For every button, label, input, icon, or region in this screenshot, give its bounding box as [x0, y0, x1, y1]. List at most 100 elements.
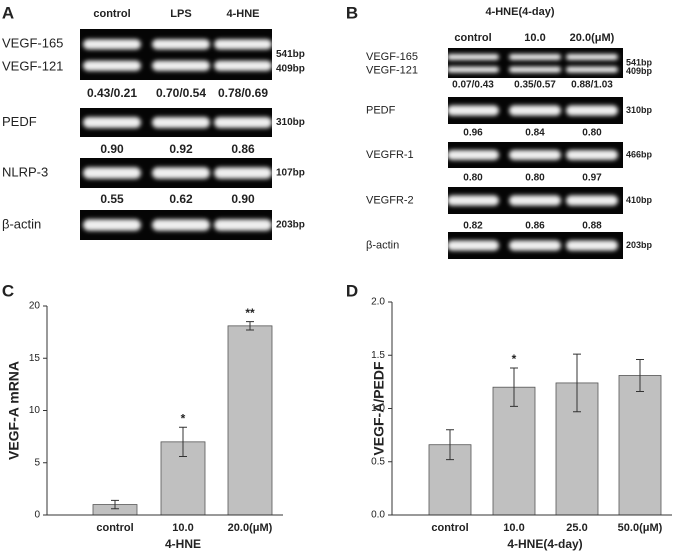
gene-name: β-actin	[2, 216, 41, 231]
gel-band	[446, 54, 500, 60]
y-tick-label: 5	[34, 457, 40, 468]
gel-band	[214, 116, 272, 129]
lane-label: 10.0	[524, 32, 545, 44]
x-tick-label: 20.0(μM)	[228, 522, 273, 534]
gel-band	[214, 39, 272, 50]
ratio-value: 0.90	[231, 192, 255, 206]
gel-band	[83, 167, 141, 179]
gel-band	[214, 167, 272, 179]
gel-band	[508, 66, 562, 73]
lane-label: control	[454, 32, 491, 44]
gel-band	[152, 167, 210, 179]
band-size: 310bp	[626, 105, 653, 115]
band-size: 203bp	[276, 220, 305, 231]
gel-band	[508, 240, 562, 251]
gene-name: VEGFR-1	[366, 149, 414, 161]
gel-band	[565, 240, 619, 251]
error-bar	[573, 353, 581, 413]
y-tick-label: 1.0	[371, 403, 385, 414]
ratio-value: 0.55	[100, 192, 124, 206]
band-size: 409bp	[276, 63, 305, 74]
band-size: 107bp	[276, 168, 305, 179]
lane-label: 20.0(μM)	[570, 32, 615, 44]
gel-image	[448, 48, 623, 78]
gene-name: NLRP-3	[2, 164, 48, 179]
y-axis-label: VEGF-A mRNA	[6, 361, 22, 460]
panel-label: A	[2, 3, 14, 22]
significance-mark: *	[512, 352, 517, 366]
gel-band	[565, 54, 619, 60]
gel-band	[152, 116, 210, 129]
panel-label: C	[2, 281, 14, 300]
error-bar	[179, 426, 187, 457]
band-size: 310bp	[276, 117, 305, 128]
gel-band	[508, 150, 562, 160]
y-tick-label: 0	[34, 510, 40, 521]
x-axis-label: 4-HNE	[165, 537, 201, 551]
error-bar	[246, 321, 254, 331]
ratio-value: 0.88/1.03	[571, 80, 613, 91]
x-tick-label: control	[96, 522, 133, 534]
significance-mark: **	[245, 306, 255, 320]
gel-band	[446, 66, 500, 73]
gene-name: VEGF-121	[366, 64, 418, 76]
lane-label: LPS	[170, 8, 191, 20]
gel-image	[80, 29, 272, 80]
gel-band	[565, 105, 619, 116]
band-size: 541bp	[626, 57, 653, 67]
ratio-value: 0.62	[169, 192, 193, 206]
ratio-value: 0.80	[463, 173, 483, 184]
band-size: 410bp	[626, 195, 653, 205]
error-bar	[446, 429, 454, 461]
gene-name: PEDF	[2, 114, 37, 129]
gel-band	[508, 54, 562, 60]
gel-band	[508, 195, 562, 206]
gene-name: VEGF-165	[366, 51, 418, 63]
ratio-value: 0.07/0.43	[452, 80, 494, 91]
error-bar	[636, 359, 644, 392]
gel-band	[83, 39, 141, 50]
ratio-value: 0.80	[582, 128, 602, 139]
gel-band	[152, 60, 210, 71]
x-tick-label: 50.0(μM)	[618, 522, 663, 534]
gene-name: VEGF-121	[2, 59, 63, 74]
gel-band	[508, 105, 562, 116]
bar	[227, 325, 273, 516]
band-size: 409bp	[626, 66, 653, 76]
gene-name: PEDF	[366, 104, 396, 116]
ratio-value: 0.90	[100, 142, 124, 156]
ratio-value: 0.92	[169, 142, 193, 156]
x-tick-label: control	[431, 522, 468, 534]
y-tick-label: 10	[29, 405, 41, 416]
x-tick-label: 10.0	[172, 522, 193, 534]
gel-band	[446, 150, 500, 160]
y-tick-label: 1.5	[371, 350, 385, 361]
gel-band	[446, 105, 500, 116]
gel-band	[565, 150, 619, 160]
panel-label: D	[346, 281, 358, 300]
gel-band	[83, 219, 141, 231]
band-size: 541bp	[276, 49, 305, 60]
gene-name: β-actin	[366, 239, 399, 251]
x-tick-label: 25.0	[566, 522, 587, 534]
lane-label: control	[93, 8, 130, 20]
lane-label: 4-HNE	[226, 8, 259, 20]
gel-band	[214, 60, 272, 71]
band-size: 203bp	[626, 240, 653, 250]
gel-band	[565, 66, 619, 73]
band-size: 466bp	[626, 149, 653, 159]
ratio-value: 0.70/0.54	[156, 86, 206, 100]
gel-band	[214, 219, 272, 231]
ratio-value: 0.78/0.69	[218, 86, 268, 100]
gel-band	[83, 116, 141, 129]
ratio-value: 0.35/0.57	[514, 80, 556, 91]
gel-band	[446, 240, 500, 251]
bar	[618, 375, 662, 516]
error-bar	[510, 367, 518, 407]
ratio-value: 0.80	[525, 173, 545, 184]
gene-name: VEGFR-2	[366, 194, 414, 206]
y-tick-label: 0.5	[371, 456, 385, 467]
y-tick-label: 15	[29, 353, 41, 364]
ratio-value: 0.88	[582, 221, 602, 232]
